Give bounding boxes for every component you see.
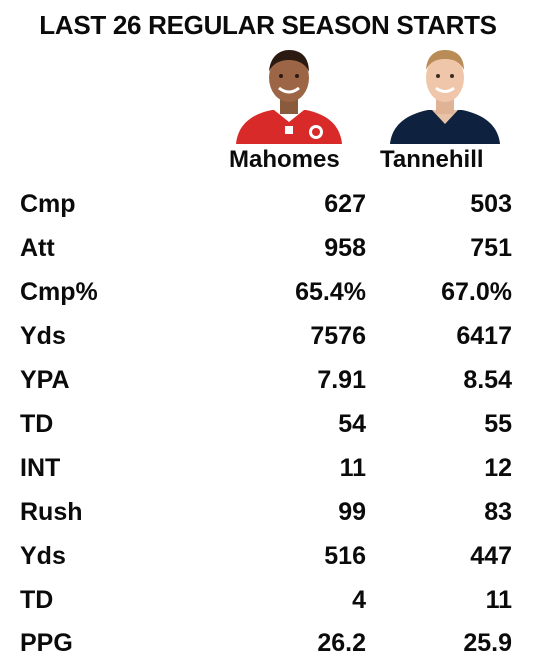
stat-row: YPA 7.91 8.54 [0,365,536,409]
stat-row: TD 54 55 [0,409,536,453]
mahomes-value: 65.4% [295,278,366,306]
stat-label: Cmp% [20,278,98,306]
stat-row: Att 958 751 [0,233,536,277]
stat-row: Yds 516 447 [0,541,536,585]
stat-label: Yds [20,542,66,570]
stat-row: INT 11 12 [0,453,536,497]
stat-row: PPG 26.2 25.9 [0,628,536,672]
tannehill-value: 8.54 [463,366,512,394]
tannehill-headshot-icon [390,50,500,144]
stat-label: TD [20,586,54,614]
stat-label: Yds [20,322,66,350]
tannehill-value: 12 [484,454,512,482]
stat-label: INT [20,454,61,482]
stat-row: Rush 99 83 [0,497,536,541]
tannehill-value: 11 [485,586,512,614]
stat-label: Att [20,234,55,262]
stat-row: Cmp% 65.4% 67.0% [0,277,536,321]
tannehill-value: 25.9 [463,629,512,657]
mahomes-value: 958 [324,234,366,262]
stat-label: Rush [20,498,83,526]
stat-row: Cmp 627 503 [0,189,536,233]
tannehill-value: 6417 [456,322,512,350]
tannehill-value: 55 [484,410,512,438]
mahomes-value: 7.91 [317,366,366,394]
tannehill-value: 503 [470,190,512,218]
player-name-tannehill: Tannehill [380,146,484,173]
stat-row: TD 4 11 [0,585,536,629]
page-title: LAST 26 REGULAR SEASON STARTS [39,10,497,40]
mahomes-value: 54 [338,410,366,438]
stat-label: YPA [20,366,70,394]
stat-row: Yds 7576 6417 [0,321,536,365]
tannehill-value: 83 [484,498,512,526]
mahomes-value: 11 [339,454,366,482]
mahomes-value: 26.2 [317,629,366,657]
tannehill-value: 751 [470,234,512,262]
tannehill-value: 67.0% [441,278,512,306]
stat-label: PPG [20,629,73,657]
tannehill-value: 447 [470,542,512,570]
mahomes-value: 516 [324,542,366,570]
mahomes-value: 99 [338,498,366,526]
mahomes-value: 7576 [310,322,366,350]
mahomes-value: 627 [324,190,366,218]
stat-label: TD [20,410,54,438]
player-name-mahomes: Mahomes [229,146,340,173]
mahomes-headshot-icon [236,50,342,144]
stat-label: Cmp [20,190,76,218]
mahomes-value: 4 [352,586,366,614]
